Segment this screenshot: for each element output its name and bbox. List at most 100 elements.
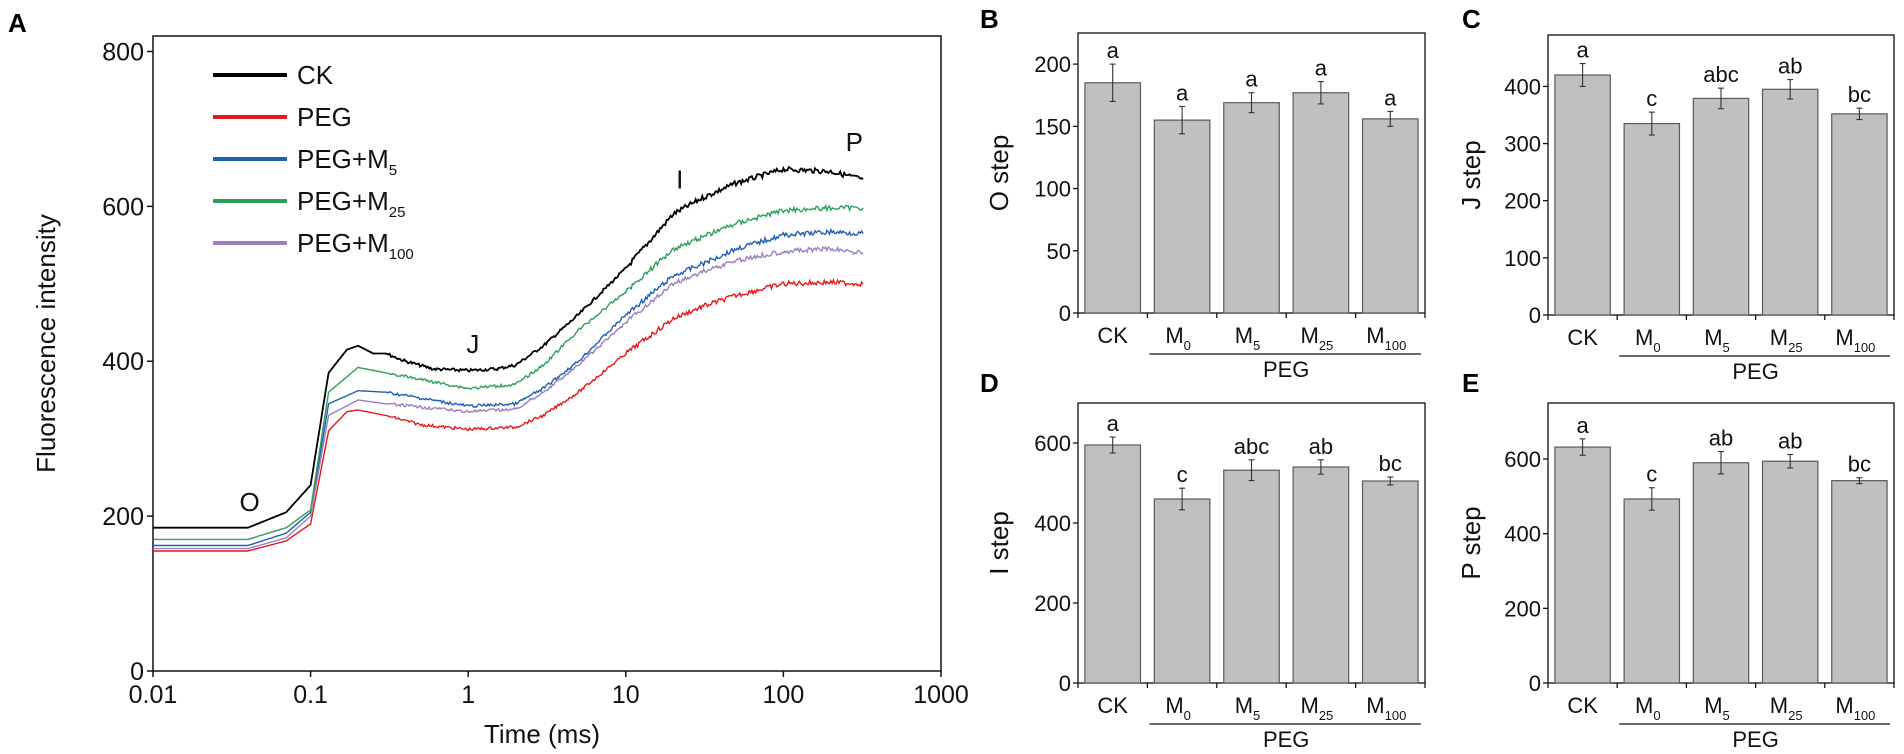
plot-frame-a [152, 35, 942, 672]
significance-letter: bc [1848, 82, 1871, 107]
significance-letter: c [1646, 462, 1657, 487]
x-category-label-sub: 100 [1854, 340, 1876, 355]
bar [1361, 118, 1419, 314]
significance-letter: a [1315, 56, 1328, 81]
x-tick-label: 10 [612, 681, 640, 709]
panel-letter-e: E [1462, 368, 1479, 398]
significance-letter: ab [1309, 434, 1333, 459]
x-category-label-base: CK [1567, 693, 1598, 718]
group-label: PEG [1263, 357, 1309, 382]
x-category-label: M5 [1704, 325, 1730, 355]
y-tick-label: 400 [102, 348, 144, 376]
x-category-label: M100 [1366, 693, 1406, 723]
x-tick-label: 1000 [913, 681, 969, 709]
y-tick-label: 0 [130, 658, 144, 686]
x-category-label-sub: 5 [1723, 708, 1730, 723]
step-annotation: I [676, 164, 683, 194]
y-tick-label: 600 [1034, 431, 1071, 456]
bar [1223, 102, 1280, 314]
x-category-label-sub: 5 [1253, 338, 1260, 353]
x-category-label: M0 [1165, 323, 1191, 353]
x-category-label-sub: 0 [1653, 708, 1660, 723]
x-category-label-base: M [1301, 323, 1319, 348]
bar [1084, 82, 1142, 314]
y-tick-label: 200 [1034, 591, 1071, 616]
y-tick-label: 600 [102, 193, 144, 221]
significance-letter: a [1384, 85, 1397, 110]
x-category-label-base: CK [1097, 693, 1128, 718]
y-tick-label: 800 [102, 38, 144, 66]
y-tick-label: 400 [1504, 74, 1541, 99]
y-tick-label: 400 [1034, 511, 1071, 536]
x-category-label-sub: 100 [1854, 708, 1876, 723]
y-tick-label: 0 [1059, 671, 1071, 696]
x-category-label-base: M [1835, 325, 1853, 350]
panel-letter-c: C [1462, 4, 1481, 34]
legend-label-sub: 25 [389, 204, 406, 221]
x-tick-label: 100 [763, 681, 805, 709]
bar [1153, 498, 1211, 684]
group-label: PEG [1732, 727, 1778, 752]
x-category-label-base: M [1770, 693, 1788, 718]
x-category-label-base: M [1704, 325, 1722, 350]
series-line-peg-m25 [153, 203, 864, 541]
x-category-label: M25 [1770, 325, 1803, 355]
step-annotation: O [239, 487, 259, 517]
x-category-label-sub: 100 [1385, 708, 1407, 723]
legend-label-base: PEG+M [297, 186, 389, 216]
x-category-label-base: M [1301, 693, 1319, 718]
x-category-label-base: M [1366, 693, 1384, 718]
y-tick-label: 400 [1504, 522, 1541, 547]
x-category-label-base: CK [1097, 323, 1128, 348]
x-category-label-base: M [1635, 325, 1653, 350]
x-category-label-base: M [1235, 693, 1253, 718]
x-category-label-base: M [1770, 325, 1788, 350]
significance-letter: ab [1709, 426, 1733, 451]
bar [1831, 480, 1888, 684]
group-label: PEG [1732, 359, 1778, 384]
x-category-label-sub: 25 [1788, 340, 1802, 355]
bar [1153, 119, 1211, 314]
significance-letter: c [1646, 86, 1657, 111]
significance-letter: ab [1778, 429, 1802, 454]
bar [1361, 480, 1419, 684]
step-annotation: P [846, 127, 863, 157]
y-tick-label: 100 [1034, 177, 1071, 202]
y-axis-title: P step [1456, 506, 1486, 579]
y-axis-title: Fluorescence intensity [31, 214, 61, 473]
x-category-label: M0 [1165, 693, 1191, 723]
x-category-label: M100 [1366, 323, 1406, 353]
y-axis-title: I step [984, 511, 1014, 575]
x-category-label-sub: 100 [1385, 338, 1407, 353]
x-category-label-sub: 5 [1723, 340, 1730, 355]
bar [1554, 446, 1611, 684]
significance-letter: abc [1703, 62, 1738, 87]
legend-label-base: PEG+M [297, 144, 389, 174]
x-category-label-base: M [1835, 693, 1853, 718]
step-annotation: J [466, 329, 479, 359]
series-line-peg [153, 277, 864, 552]
x-tick-label: 0.01 [129, 681, 178, 709]
y-tick-label: 200 [1504, 189, 1541, 214]
panel-letter-b: B [980, 4, 999, 34]
bar [1692, 462, 1750, 684]
significance-letter: bc [1379, 451, 1402, 476]
significance-letter: a [1107, 411, 1120, 436]
bar [1554, 74, 1611, 316]
bar [1831, 113, 1888, 316]
x-category-label-sub: 0 [1184, 708, 1191, 723]
bar [1084, 444, 1142, 684]
y-tick-label: 0 [1529, 671, 1541, 696]
x-category-label: M5 [1235, 693, 1261, 723]
significance-letter: a [1176, 80, 1189, 105]
x-category-label: CK [1097, 323, 1128, 348]
group-label: PEG [1263, 727, 1309, 752]
y-tick-label: 200 [1034, 52, 1071, 77]
legend-label-base: PEG [297, 102, 352, 132]
x-category-label-base: M [1366, 323, 1384, 348]
x-category-label: M5 [1235, 323, 1261, 353]
y-tick-label: 150 [1034, 114, 1071, 139]
y-tick-label: 0 [1529, 303, 1541, 328]
y-axis-title: J step [1456, 140, 1486, 209]
